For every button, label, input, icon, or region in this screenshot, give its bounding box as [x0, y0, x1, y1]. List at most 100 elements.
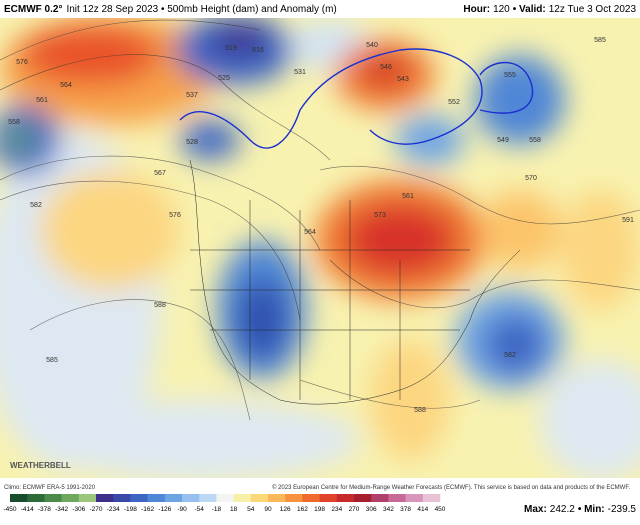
colorbar-swatch	[285, 494, 303, 502]
colorbar-swatch	[336, 494, 355, 502]
colorbar-tick-label: -90	[177, 506, 187, 513]
contour-label: 588	[414, 407, 426, 414]
colorbar-tick-label: 162	[297, 506, 308, 513]
contour-label: 537	[186, 92, 198, 99]
contour-label: 576	[169, 212, 181, 219]
contour-label: 582	[504, 352, 516, 359]
contour-label: 585	[46, 357, 58, 364]
contour-label: 555	[504, 72, 516, 79]
max-label: Max:	[524, 504, 547, 515]
colorbar-swatch	[319, 494, 338, 502]
init: Init 12z 28 Sep 2023 • 500mb Height (dam…	[66, 4, 336, 15]
valid-time: 12z Tue 3 Oct 2023	[549, 4, 637, 15]
colorbar-swatch	[113, 494, 131, 502]
colorbar-tick-label: 90	[264, 506, 272, 513]
header: ECMWF 0.2° Init 12z 28 Sep 2023 • 500mb H…	[4, 4, 337, 15]
contour-label: 519	[225, 45, 237, 52]
contour-label: 561	[36, 97, 48, 104]
contour-label: 588	[154, 302, 166, 309]
colorbar-swatch	[371, 494, 389, 502]
contour-label: 525	[218, 75, 230, 82]
contour-label: 552	[448, 99, 460, 106]
hour-label: Hour:	[463, 4, 490, 15]
colorbar-tick-label: -18	[212, 506, 222, 513]
colorbar-swatch	[199, 494, 217, 502]
contour-label: 576	[16, 59, 28, 66]
colorbar-swatch	[27, 494, 45, 502]
contour-label: 516	[252, 47, 264, 54]
colorbar-swatch	[250, 494, 269, 502]
map: 576 558 561 564 567 582 576 588 585 519 516 525 528 5…	[0, 18, 640, 478]
colorbar-swatch	[216, 494, 234, 502]
colorbar-swatch	[302, 494, 320, 502]
min-label: • Min:	[578, 504, 605, 515]
colorbar-tick-label: -270	[89, 506, 102, 513]
colorbar-tick-label: -306	[72, 506, 85, 513]
colorbar-swatch	[78, 494, 97, 502]
colorbar-tick-label: 306	[366, 506, 377, 513]
hour: 120	[493, 4, 510, 15]
colorbar-swatch	[44, 494, 62, 502]
colorbar-tick-label: -414	[21, 506, 34, 513]
colorbar-swatch	[164, 494, 183, 502]
colorbar-swatch	[130, 494, 148, 502]
colorbar-tick-label: -378	[38, 506, 51, 513]
colorbar-swatch	[10, 494, 28, 502]
valid-label: • Valid:	[513, 4, 546, 15]
colorbar-tick-label: 234	[331, 506, 342, 513]
colorbar-tick-label: 342	[383, 506, 394, 513]
colorbar-swatch	[388, 494, 406, 502]
colorbar-swatch	[147, 494, 166, 502]
contour-label: 531	[294, 69, 306, 76]
contour-label: 558	[8, 119, 20, 126]
colorbar-tick-label: 198	[314, 506, 325, 513]
contour-label: 570	[525, 175, 537, 182]
colorbar-tick-label: -342	[55, 506, 68, 513]
colorbar-swatch	[233, 494, 252, 502]
contour-label: 585	[594, 37, 606, 44]
colorbar-swatch	[354, 494, 372, 502]
colorbar-tick-label: -198	[124, 506, 137, 513]
valid: Hour: 120 • Valid: 12z Tue 3 Oct 2023	[463, 4, 636, 15]
colorbar-tick-label: -450	[3, 506, 16, 513]
colorbar-tick-label: 270	[349, 506, 360, 513]
colorbar-swatch	[61, 494, 80, 502]
colorbar-tick-label: 126	[280, 506, 291, 513]
colorbar-tick-label: 18	[230, 506, 238, 513]
colorbar-tick-label: 378	[400, 506, 411, 513]
colorbar-tick-label: 54	[247, 506, 255, 513]
max: 242.2	[550, 504, 575, 515]
climo: Climo: ECMWF ERA-5 1991-2020	[4, 485, 96, 491]
colorbar-tick-label: -234	[107, 506, 120, 513]
colorbar-tick-label: 414	[417, 506, 428, 513]
colorbar-swatch	[96, 494, 114, 502]
contour-label: 564	[304, 229, 316, 236]
model: ECMWF 0.2°	[4, 4, 62, 15]
colorbar-swatch	[405, 494, 424, 502]
contour-label: 591	[622, 217, 634, 224]
copyright: © 2023 European Centre for Medium-Range …	[272, 484, 630, 491]
min: -239.5	[608, 504, 637, 515]
contour-label: 567	[154, 170, 166, 177]
contour-label: 582	[30, 202, 42, 209]
max-min: Max: 242.2 • Min: -239.5	[524, 504, 636, 515]
contour-labels: 576 558 561 564 567 582 576 588 585 519 516 525 528 5…	[8, 37, 634, 414]
contour-label: 528	[186, 139, 198, 146]
contour-label: 564	[60, 82, 72, 89]
contour-label: 549	[497, 137, 509, 144]
colorbar: -450 -414 -378 -342 -306 -270 -234 -198 -162 -126…	[3, 494, 446, 513]
contour-label: 573	[374, 212, 386, 219]
logo: WEATHERBELL	[10, 461, 71, 470]
colorbar-tick-label: -126	[158, 506, 171, 513]
colorbar-tick-label: -54	[194, 506, 204, 513]
contour-label: 540	[366, 42, 378, 49]
contour-label: 546	[380, 64, 392, 71]
contour-label: 543	[397, 76, 409, 83]
colorbar-tick-label: -162	[141, 506, 154, 513]
colorbar-swatch	[268, 494, 286, 502]
colorbar-swatch	[182, 494, 200, 502]
contour-label: 558	[529, 137, 541, 144]
colorbar-swatch	[422, 494, 441, 502]
colorbar-tick-label: 450	[435, 506, 446, 513]
